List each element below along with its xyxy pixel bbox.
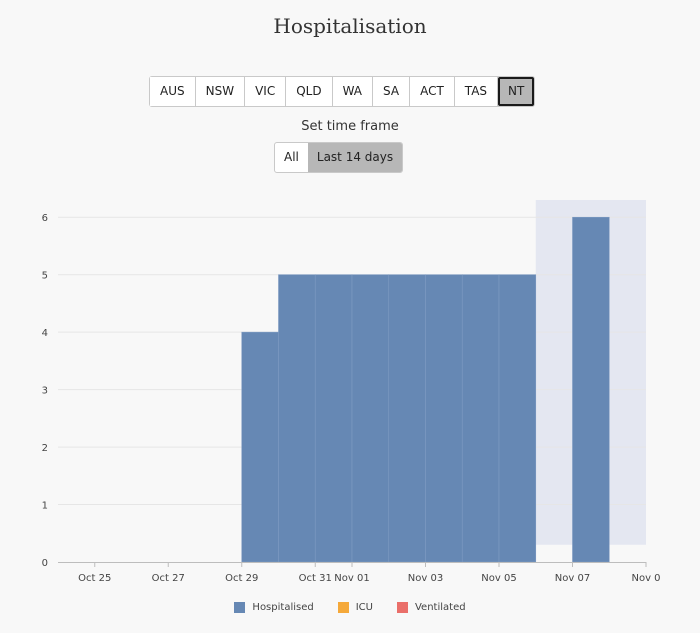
x-tick-label-1: Oct 27 — [152, 573, 185, 584]
legend-swatch-icu — [337, 602, 349, 613]
legend-label-hospitalised: Hospitalised — [252, 602, 314, 613]
bar-hospitalised-0 — [241, 331, 279, 563]
chart-title: Hospitalisation — [273, 14, 427, 38]
region-button-vic[interactable]: VIC — [245, 77, 287, 106]
y-tick-label-4: 4 — [42, 328, 48, 339]
region-selector: AUS NSW VIC QLD WA SA ACT TAS NT — [149, 76, 536, 107]
bar-hospitalised-3 — [351, 274, 390, 563]
timeframe-button-last-14-days[interactable]: Last 14 days — [307, 143, 403, 172]
region-button-nt[interactable]: NT — [498, 77, 535, 106]
legend-label-icu: ICU — [355, 602, 373, 613]
timeframe-button-all[interactable]: All — [284, 150, 299, 164]
legend-swatch-hospitalised — [234, 602, 246, 613]
x-tick-label-2: Oct 29 — [225, 573, 258, 584]
bar-hospitalised-6 — [461, 274, 500, 563]
x-tick-label-4: Nov 01 — [334, 573, 369, 584]
y-tick-label-5: 5 — [42, 271, 48, 282]
bar-hospitalised-5 — [425, 274, 463, 563]
y-tick-label-1: 1 — [42, 501, 48, 512]
bar-hospitalised-7 — [498, 274, 537, 563]
bar-hospitalised-1 — [278, 274, 316, 563]
x-tick-label-5: Nov 03 — [408, 573, 443, 584]
legend-label-ventilated: Ventilated — [414, 602, 466, 613]
legend-swatch-ventilated — [396, 602, 408, 613]
region-button-wa[interactable]: WA — [332, 77, 374, 106]
bar-hospitalised-4 — [388, 274, 426, 563]
legend-item-hospitalised[interactable]: Hospitalised — [234, 602, 314, 613]
chart-legend: Hospitalised ICU Ventilated — [0, 602, 700, 613]
timeframe-label: Set time frame — [301, 119, 399, 134]
x-tick-label-3: Oct 31 — [299, 573, 332, 584]
x-tick-label-7: Nov 07 — [555, 573, 590, 584]
bar-hospitalised-9 — [572, 216, 610, 563]
region-button-nsw[interactable]: NSW — [195, 77, 246, 106]
region-button-tas[interactable]: TAS — [454, 77, 499, 106]
legend-item-icu[interactable]: ICU — [337, 602, 373, 613]
x-tick-label-8: Nov 0 — [631, 573, 660, 584]
region-button-act[interactable]: ACT — [410, 77, 455, 106]
region-button-sa[interactable]: SA — [373, 77, 411, 106]
x-tick-label-6: Nov 05 — [481, 573, 516, 584]
y-tick-label-2: 2 — [42, 443, 48, 454]
x-tick-label-0: Oct 25 — [78, 573, 111, 584]
y-tick-label-6: 6 — [42, 213, 48, 224]
region-button-aus[interactable]: AUS — [150, 77, 196, 106]
bar-hospitalised-2 — [314, 274, 353, 563]
y-tick-label-0: 0 — [42, 558, 48, 569]
region-button-qld[interactable]: QLD — [286, 77, 333, 106]
timeframe-selector: All Last 14 days — [274, 142, 404, 173]
y-tick-label-3: 3 — [42, 386, 48, 397]
legend-item-ventilated[interactable]: Ventilated — [396, 602, 466, 613]
